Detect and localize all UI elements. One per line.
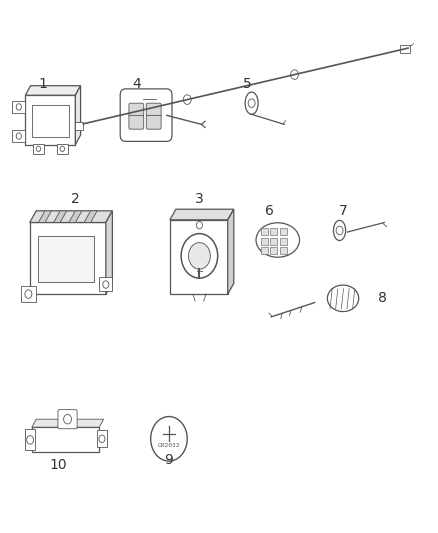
Circle shape xyxy=(181,233,218,278)
Circle shape xyxy=(151,417,187,461)
Circle shape xyxy=(184,95,191,104)
Text: 10: 10 xyxy=(49,458,67,472)
Polygon shape xyxy=(39,211,51,222)
Bar xyxy=(38,236,94,282)
Bar xyxy=(270,238,277,245)
Circle shape xyxy=(291,70,298,79)
Bar xyxy=(57,144,67,154)
Polygon shape xyxy=(228,209,234,294)
Polygon shape xyxy=(170,209,234,220)
FancyBboxPatch shape xyxy=(129,115,144,129)
Polygon shape xyxy=(32,419,104,427)
Polygon shape xyxy=(32,427,99,452)
Text: 2: 2 xyxy=(71,192,80,206)
Ellipse shape xyxy=(256,223,300,257)
Polygon shape xyxy=(69,211,82,222)
Bar xyxy=(270,247,277,254)
Bar xyxy=(270,228,277,235)
Text: 6: 6 xyxy=(265,204,273,218)
FancyBboxPatch shape xyxy=(400,45,410,53)
Circle shape xyxy=(248,99,255,108)
Polygon shape xyxy=(84,211,97,222)
Polygon shape xyxy=(106,211,113,294)
Bar xyxy=(32,105,69,136)
Ellipse shape xyxy=(327,285,359,312)
FancyBboxPatch shape xyxy=(146,115,161,129)
Circle shape xyxy=(336,226,343,235)
Bar xyxy=(25,429,35,450)
FancyBboxPatch shape xyxy=(146,103,161,117)
Bar xyxy=(99,277,113,292)
Polygon shape xyxy=(25,86,81,95)
Polygon shape xyxy=(30,211,113,222)
Bar xyxy=(280,238,287,245)
Polygon shape xyxy=(53,211,67,222)
Bar xyxy=(280,228,287,235)
Bar xyxy=(97,430,107,447)
Circle shape xyxy=(188,243,210,269)
Text: 3: 3 xyxy=(195,192,204,206)
Text: CR2032: CR2032 xyxy=(158,443,180,448)
Polygon shape xyxy=(75,86,81,144)
Text: 4: 4 xyxy=(132,77,141,91)
Polygon shape xyxy=(30,222,106,294)
Bar xyxy=(75,122,83,130)
Polygon shape xyxy=(25,95,75,144)
Bar xyxy=(261,247,268,254)
FancyBboxPatch shape xyxy=(129,103,144,117)
FancyBboxPatch shape xyxy=(58,410,77,429)
Polygon shape xyxy=(170,220,228,294)
Text: 8: 8 xyxy=(378,292,387,305)
FancyBboxPatch shape xyxy=(12,130,25,142)
Text: 9: 9 xyxy=(165,453,173,467)
Ellipse shape xyxy=(245,92,258,114)
Text: 1: 1 xyxy=(38,77,47,91)
FancyBboxPatch shape xyxy=(120,89,172,141)
FancyBboxPatch shape xyxy=(12,101,25,113)
Bar xyxy=(21,286,36,302)
Bar xyxy=(261,228,268,235)
Text: 5: 5 xyxy=(243,77,252,91)
Bar xyxy=(33,144,44,154)
Bar xyxy=(261,238,268,245)
Text: 7: 7 xyxy=(339,204,347,218)
Ellipse shape xyxy=(333,220,346,240)
Bar xyxy=(280,247,287,254)
